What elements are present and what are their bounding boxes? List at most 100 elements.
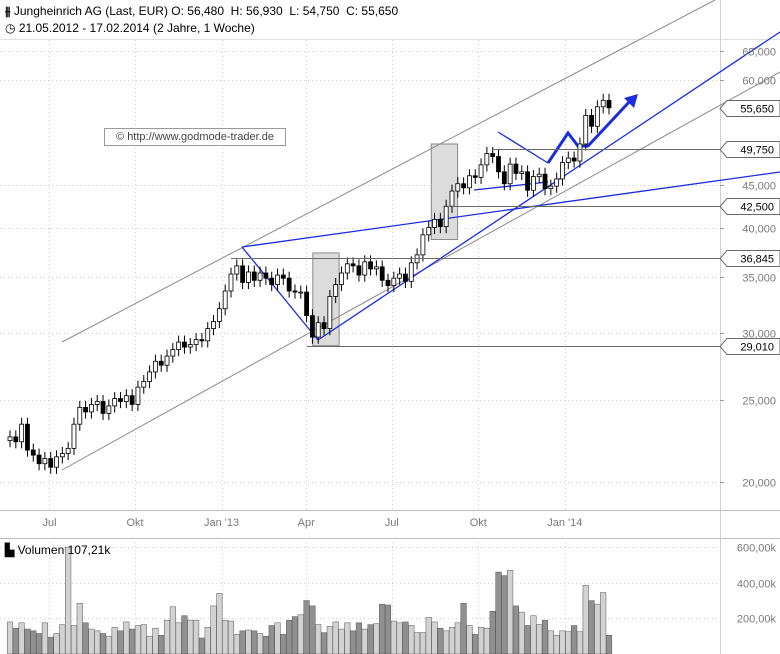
candle-body bbox=[176, 341, 182, 351]
candle-body bbox=[449, 190, 455, 207]
candle-body bbox=[263, 272, 269, 279]
instrument-name: Jungheinrich AG (Last, EUR) bbox=[13, 4, 168, 18]
volume-bar bbox=[361, 628, 368, 654]
volume-bar bbox=[6, 621, 14, 654]
volume-bar bbox=[518, 611, 525, 654]
candle-body bbox=[30, 449, 36, 456]
candle-body bbox=[77, 407, 83, 425]
volume-bar bbox=[431, 621, 438, 654]
candle-body bbox=[519, 171, 525, 174]
candle-body bbox=[496, 156, 501, 173]
time-tick-label: Apr bbox=[298, 517, 315, 529]
forecast-arrow bbox=[546, 98, 633, 164]
volume-bar bbox=[146, 635, 153, 654]
volume-bar bbox=[396, 622, 403, 654]
volume-bar bbox=[268, 625, 275, 654]
candle-body bbox=[36, 454, 42, 465]
candle-body bbox=[228, 273, 234, 292]
volume-bar bbox=[588, 600, 595, 654]
candle-body bbox=[403, 273, 408, 282]
bar-chart-icon: ▙ bbox=[5, 543, 15, 557]
price-tick-label: 40,000 bbox=[742, 224, 776, 236]
volume-bar bbox=[41, 622, 48, 654]
candle-body bbox=[490, 153, 496, 157]
price-axis: 65,000 60,000 45,000 40,000 35,000 30,000 25,0… bbox=[720, 47, 776, 490]
volume-bar bbox=[123, 621, 130, 654]
candle-body bbox=[205, 328, 211, 342]
volume-bar bbox=[600, 592, 607, 654]
candle-body bbox=[362, 261, 368, 276]
candle-body bbox=[565, 157, 571, 163]
volume-series bbox=[6, 546, 613, 654]
volume-bar bbox=[483, 627, 490, 654]
volume-bar bbox=[262, 635, 269, 654]
candle-body bbox=[135, 386, 141, 405]
level-label: 29,010 bbox=[740, 342, 774, 354]
candle-body bbox=[315, 322, 321, 338]
candle-body bbox=[437, 218, 443, 227]
volume-bar bbox=[495, 571, 502, 654]
candle-body bbox=[240, 265, 246, 283]
candle-body bbox=[71, 423, 77, 449]
candle-body bbox=[152, 360, 158, 373]
volume-bar bbox=[338, 628, 345, 654]
candle-body bbox=[373, 266, 379, 270]
candle-body bbox=[310, 315, 315, 338]
volume-bar bbox=[419, 632, 426, 654]
volume-bar bbox=[437, 627, 444, 654]
level-marker: 29,010 bbox=[719, 338, 780, 355]
volume-bar bbox=[454, 622, 461, 654]
candle-body bbox=[356, 265, 362, 276]
candle-body bbox=[187, 344, 193, 348]
volume-bar bbox=[30, 630, 37, 654]
volume-bar bbox=[216, 593, 223, 654]
volume-bar bbox=[251, 630, 258, 654]
volume-bar bbox=[425, 617, 432, 654]
candle-body bbox=[158, 360, 164, 366]
volume-bar bbox=[384, 604, 392, 654]
volume-bar bbox=[280, 634, 287, 654]
candle-body bbox=[391, 277, 397, 286]
volume-bar bbox=[594, 603, 601, 654]
candle-body bbox=[89, 404, 94, 413]
candle-body bbox=[193, 339, 199, 345]
volume-bar bbox=[472, 634, 479, 654]
volume-bar bbox=[414, 632, 421, 654]
candle-body bbox=[25, 423, 30, 451]
volume-bar bbox=[512, 605, 520, 654]
volume-bar bbox=[257, 633, 264, 654]
volume-bar bbox=[12, 627, 19, 654]
volume-bar bbox=[193, 619, 200, 654]
level-marker: 49,750 bbox=[719, 141, 780, 158]
candle-body bbox=[106, 405, 112, 414]
candle-body bbox=[54, 456, 59, 468]
candle-body bbox=[344, 263, 350, 274]
volume-axis: 600,00k 400,00k 200,00k bbox=[737, 543, 777, 626]
level-tag bbox=[719, 198, 780, 215]
level-tag bbox=[719, 100, 780, 117]
candle-body bbox=[298, 291, 304, 294]
candle-body bbox=[42, 458, 48, 465]
volume-bar bbox=[111, 627, 118, 654]
volume-bar bbox=[65, 546, 72, 654]
volume-bar bbox=[489, 611, 496, 654]
time-tick-label: Jul bbox=[385, 517, 399, 529]
candle-body bbox=[472, 175, 478, 178]
volume-bar bbox=[460, 602, 467, 654]
candle-body bbox=[292, 290, 298, 293]
volume-bar bbox=[582, 585, 589, 654]
level-marker: 36,845 bbox=[719, 250, 780, 267]
volume-bar bbox=[99, 633, 107, 654]
volume-bar bbox=[47, 636, 54, 654]
candle-body bbox=[333, 284, 339, 297]
candle-body bbox=[420, 234, 426, 256]
volume-bar bbox=[408, 625, 415, 654]
volume-bar bbox=[309, 605, 316, 654]
candle-body bbox=[554, 178, 560, 187]
candle-body bbox=[577, 143, 583, 162]
level-label: 49,750 bbox=[740, 145, 774, 157]
candle-body bbox=[432, 218, 437, 228]
candle-body bbox=[525, 171, 530, 191]
volume-bar bbox=[163, 619, 171, 654]
